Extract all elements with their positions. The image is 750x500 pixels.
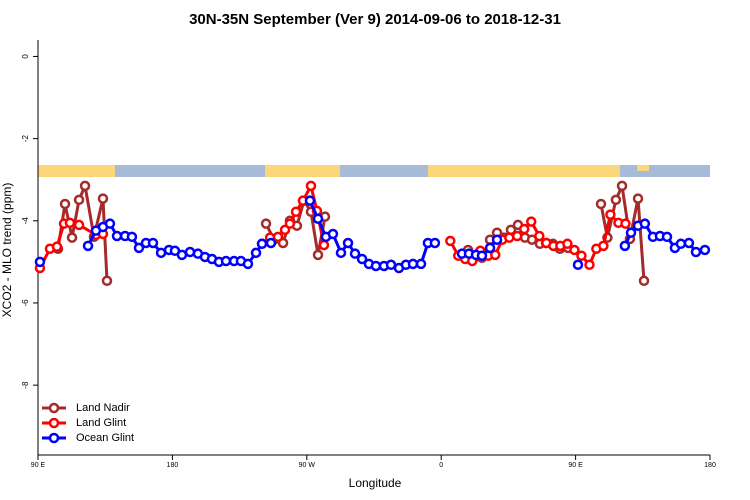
data-point xyxy=(290,206,302,218)
y-tick-label: -2 xyxy=(21,135,30,143)
data-point xyxy=(569,244,580,256)
data-point xyxy=(605,209,616,220)
legend-marker xyxy=(48,417,60,429)
data-point xyxy=(34,256,46,268)
x-axis-label: Longitude xyxy=(349,476,402,490)
data-point xyxy=(518,223,530,235)
y-tick-label: 0 xyxy=(21,54,30,59)
land-band xyxy=(428,165,620,177)
y-axis-label: XCO2 - MLO trend (ppm) xyxy=(0,183,14,318)
data-point xyxy=(342,237,354,249)
legend-label: Land Glint xyxy=(76,417,126,429)
data-point xyxy=(690,246,702,258)
data-point xyxy=(638,275,650,287)
legend-marker xyxy=(48,402,60,414)
data-point xyxy=(79,180,91,192)
land-band xyxy=(38,165,115,177)
data-point xyxy=(445,235,456,247)
x-tick-label: 90 E xyxy=(568,462,583,469)
data-point xyxy=(97,193,109,204)
data-point xyxy=(327,228,339,240)
data-point xyxy=(265,237,277,249)
data-point xyxy=(683,237,695,249)
data-point xyxy=(639,218,651,229)
y-tick-label: -4 xyxy=(21,217,30,225)
data-point xyxy=(335,247,347,259)
data-point xyxy=(126,231,138,243)
data-point xyxy=(572,259,584,271)
data-point xyxy=(661,231,673,243)
data-point xyxy=(250,247,262,259)
data-point xyxy=(220,255,232,267)
x-tick-label: 90 W xyxy=(299,462,316,469)
data-point xyxy=(312,213,324,224)
data-point xyxy=(619,240,631,252)
data-point xyxy=(73,219,85,231)
data-point xyxy=(491,234,503,245)
data-point xyxy=(484,242,496,254)
data-point xyxy=(242,258,254,270)
data-point xyxy=(133,242,145,254)
x-tick-label: 180 xyxy=(167,462,179,469)
data-point xyxy=(104,218,116,229)
data-point xyxy=(73,194,85,206)
data-point xyxy=(525,216,537,227)
data-point xyxy=(534,230,545,242)
data-point xyxy=(429,237,441,249)
data-point xyxy=(349,248,361,259)
legend-label: Land Nadir xyxy=(76,402,130,414)
land-band xyxy=(265,165,340,177)
data-point xyxy=(370,260,382,272)
data-point xyxy=(66,232,78,243)
data-point xyxy=(260,218,272,229)
data-point xyxy=(284,218,296,229)
data-point xyxy=(101,275,113,287)
data-point xyxy=(318,239,330,251)
y-tick-label: -6 xyxy=(21,299,30,307)
data-point xyxy=(620,218,631,229)
data-point xyxy=(598,240,609,252)
x-tick-label: 180 xyxy=(704,462,716,469)
x-tick-label: 90 E xyxy=(31,462,46,469)
data-point xyxy=(675,238,687,250)
data-point xyxy=(305,180,317,192)
data-point xyxy=(616,180,628,192)
data-point xyxy=(407,258,419,270)
chart-title: 30N-35N September (Ver 9) 2014-09-06 to … xyxy=(189,11,561,28)
data-point xyxy=(632,193,644,204)
data-point xyxy=(562,238,573,250)
data-point xyxy=(511,230,523,242)
legend-label: Ocean Glint xyxy=(76,432,134,444)
data-point xyxy=(625,227,637,238)
data-point xyxy=(51,241,63,252)
data-point xyxy=(64,217,76,229)
data-point xyxy=(111,230,123,242)
legend-marker xyxy=(48,432,60,444)
data-point xyxy=(595,198,607,210)
data-point xyxy=(610,194,622,206)
data-point xyxy=(476,250,488,261)
data-point xyxy=(304,195,316,206)
y-tick-label: -8 xyxy=(21,381,30,389)
data-point xyxy=(490,249,501,261)
land-ocean-strip xyxy=(38,165,710,177)
data-point xyxy=(584,259,595,271)
land-band xyxy=(637,165,649,171)
data-point xyxy=(415,258,427,270)
x-tick-label: 0 xyxy=(439,462,443,469)
data-point xyxy=(176,249,188,261)
data-point xyxy=(356,253,368,265)
data-point xyxy=(256,238,268,250)
data-point xyxy=(699,244,711,256)
data-point xyxy=(312,249,324,261)
data-point xyxy=(576,250,587,261)
data-point xyxy=(82,240,94,252)
data-point xyxy=(272,231,284,243)
data-point xyxy=(59,198,71,210)
data-point xyxy=(147,237,159,249)
